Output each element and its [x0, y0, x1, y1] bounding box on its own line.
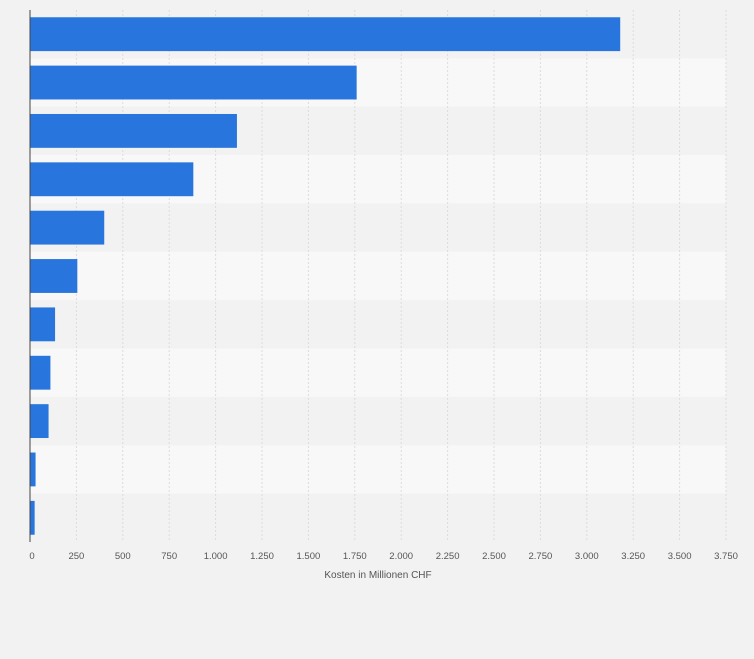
row-band — [30, 251, 726, 301]
x-tick-label: 500 — [115, 551, 131, 562]
bar — [30, 452, 36, 487]
x-tick-label: 2.000 — [389, 551, 413, 562]
x-tick-label: 250 — [68, 551, 84, 562]
x-tick-label: 1.250 — [250, 551, 274, 562]
bar — [30, 162, 194, 197]
x-tick-label: 3.250 — [621, 551, 645, 562]
bar — [30, 259, 78, 293]
x-tick-label: 3.000 — [575, 551, 599, 562]
row-band — [30, 300, 726, 349]
bar — [30, 404, 49, 439]
bar — [30, 355, 51, 390]
row-band — [30, 493, 726, 542]
bar — [30, 500, 35, 535]
x-tick-label: 2.750 — [529, 551, 553, 562]
bar — [30, 17, 621, 52]
row-band — [30, 348, 726, 397]
row-band — [30, 445, 726, 494]
row-band — [30, 203, 726, 252]
x-tick-label: 3.500 — [668, 551, 692, 562]
bar — [30, 65, 357, 100]
x-tick-label: 750 — [161, 551, 177, 562]
x-tick-label: 1.750 — [343, 551, 367, 562]
row-bands — [30, 10, 726, 542]
x-tick-label: 2.250 — [436, 551, 460, 562]
bars — [30, 17, 621, 535]
x-axis-title: Kosten in Millionen CHF — [324, 570, 431, 581]
bar — [30, 307, 56, 342]
x-tick-label: 2.500 — [482, 551, 506, 562]
x-tick-label: 1.500 — [297, 551, 321, 562]
x-tick-labels: 0 250 500 750 1.000 1.250 1.500 1.750 2.000 2.250… — [29, 551, 738, 562]
bar — [30, 210, 105, 245]
row-band — [30, 396, 726, 446]
x-tick-label: 0 — [29, 551, 34, 562]
x-tick-label: 3.750 — [714, 551, 738, 562]
bar — [30, 113, 237, 148]
x-tick-label: 1.000 — [204, 551, 228, 562]
